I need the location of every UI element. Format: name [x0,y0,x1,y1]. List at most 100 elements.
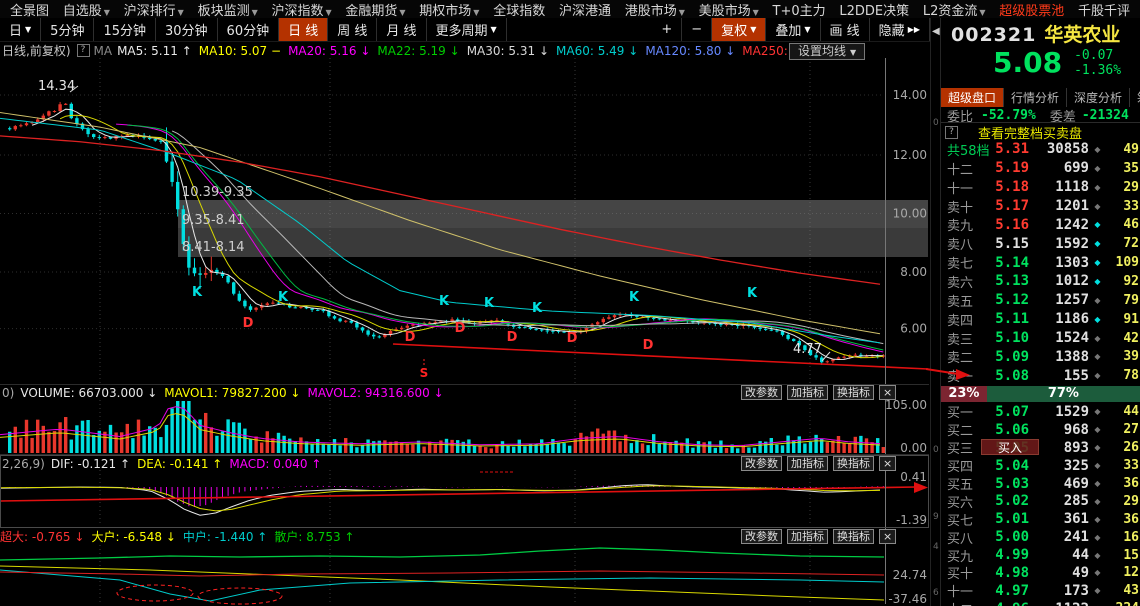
orderbook-row[interactable]: 买二 5.06 968 ◆ 27 [941,421,1140,440]
period-label: 日 线 [288,24,319,39]
pane-button[interactable]: 改参数 [741,456,782,471]
ma-settings-button[interactable]: 设置均线 ▼ [789,43,866,60]
top-menu-item[interactable]: 自选股 ▼ [63,0,110,19]
chart-tool-button[interactable]: + [652,18,683,41]
period-label: 更多周期 [435,24,488,39]
orderbook-row[interactable]: 卖二 5.09 1388 ◆ 39 [941,347,1140,367]
top-menu-item[interactable]: 沪深指数 ▼ [271,0,331,19]
orderbook-total-row: 共58档 5.31 30858 ◆ 49 [941,140,1140,159]
top-menu-item[interactable]: L2DDE决策 [839,0,909,19]
top-menu-item[interactable]: 期权市场 ▼ [419,0,479,19]
indicator-number: 8.753 [306,530,341,544]
top-menu-item[interactable]: 全球指数 [493,0,545,19]
period-button[interactable]: 更多周期 ▼ [427,18,507,41]
diamond-icon: ◆ [1094,333,1101,343]
orderbook-row[interactable]: 卖五 5.12 1257 ◆ 79 [941,291,1140,310]
orderbook-row[interactable]: 共58档 5.31 30858 ◆ 49 [941,140,1140,159]
weibi-row: 委比 -52.79% 委差 -21324 [941,106,1140,125]
pane-button[interactable]: 改参数 [741,385,782,400]
chart-tool-button[interactable]: 画 线 [821,18,870,41]
indicator-name: 中户: [182,530,211,544]
period-button[interactable]: 30分钟 [156,18,218,41]
level-label: 十一 [947,181,974,197]
top-menu-item[interactable]: 板块监测 ▼ [198,0,258,19]
top-menu-item[interactable]: 全景图 [10,0,49,19]
top-menu-item[interactable]: 沪深排行 ▼ [124,0,184,19]
orderbook-row[interactable]: 买六 5.02 285 ◆ 29 [941,492,1140,511]
period-button[interactable]: 周 线 [328,18,378,41]
indicator-name: MA20: [288,43,326,58]
level-label: 买四 [947,460,974,476]
top-menu-item[interactable]: T+0主力 [773,0,826,19]
orderbook-row[interactable]: 卖三 5.10 1524 ◆ 42 [941,329,1140,348]
orderbook-row[interactable]: 卖十 5.17 1201 ◆ 33 [941,197,1140,216]
pane-button[interactable]: 加指标 [787,529,828,544]
indicator-number: -0.765 [31,530,71,544]
orderbook-row[interactable]: 买一 5.07 1529 ◆ 44 [941,403,1140,422]
close-pane-button[interactable]: × [879,529,897,544]
close-pane-button[interactable]: × [879,385,897,400]
orderbook-row[interactable]: 卖八 5.15 1592 ◆ 72 [941,234,1140,254]
indicator-number: 5.49 [597,43,625,58]
orderbook-row[interactable]: 买七 5.01 361 ◆ 36 [941,510,1140,529]
period-label: 日 [9,24,23,39]
level-label: 卖八 [947,238,974,254]
period-button[interactable]: 60分钟 [218,18,280,41]
panel-tab[interactable]: 筹 [1129,88,1140,107]
orderbook-row[interactable]: 买九 4.99 44 ◆ 15 [941,546,1140,565]
level-price: 5.17 [995,198,1029,215]
buy-button[interactable]: 买入 [981,439,1039,455]
panel-tab[interactable]: 深度分析 [1066,88,1129,107]
period-button[interactable]: 月 线 [377,18,427,41]
top-menu-item[interactable]: 超级股票池 [999,0,1064,19]
top-menu-item[interactable]: 港股市场 ▼ [625,0,685,19]
panel-tab[interactable]: 超级盘口 [941,88,1004,107]
indicator-number: -1.440 [214,530,254,544]
orderbook-row[interactable]: 买五 5.03 469 ◆ 36 [941,475,1140,494]
pane-button[interactable]: 换指标 [833,456,874,471]
chart-tool-button[interactable]: 隐藏 ▶▶ [870,18,930,41]
orderbook-row[interactable]: 买三5.05893◆26 [941,439,1140,458]
level-extra: 36 [1123,511,1139,527]
trend-arrow-icon: ↑ [257,530,268,544]
period-button[interactable]: 日 线 [279,18,329,41]
orderbook-row[interactable]: 十一 4.97 173 ◆ 43 [941,582,1140,601]
pane-button[interactable]: 加指标 [787,385,828,400]
orderbook-row[interactable]: 十二 5.19 699 ◆ 35 [941,159,1140,178]
chart-tool-button[interactable]: 复权 ▼ [712,18,767,41]
chart-tool-button[interactable]: − [682,18,713,41]
top-menu-item[interactable]: L2资金流 ▼ [923,0,986,19]
top-menu-item[interactable]: 美股市场 ▼ [699,0,759,19]
top-menu-item[interactable]: 金融期货 ▼ [345,0,405,19]
orderbook-row[interactable]: 十二4.961122◆224 [941,600,1140,606]
level-extra: 46 [1123,217,1139,233]
orderbook-row[interactable]: 卖六 5.13 1012 ◆ 92 [941,272,1140,291]
close-pane-button[interactable]: × [879,456,897,471]
chart-tool-button[interactable]: 叠加 ▼ [766,18,821,41]
orderbook-row[interactable]: 十一 5.18 1118 ◆ 29 [941,178,1140,197]
top-menu-item[interactable]: 沪深港通 [559,0,611,19]
panel-tab[interactable]: 行情分析 [1003,88,1066,107]
view-full-orderbook-link[interactable]: ? 查看完整档买卖盘 [941,122,1140,142]
orderbook-row[interactable]: 买十 4.98 49 ◆ 12 [941,564,1140,583]
period-button[interactable]: 15分钟 [94,18,156,41]
pane-button[interactable]: 换指标 [833,385,874,400]
view-full-label: 查看完整档买卖盘 [978,126,1083,142]
pane-button[interactable]: 改参数 [741,529,782,544]
period-button[interactable]: 日 ▼ [0,18,42,41]
top-menu-item[interactable]: 千股千评 [1078,0,1130,19]
level-extra: 33 [1123,198,1139,214]
level-volume: 325 [1063,457,1089,474]
level-price: 5.31 [995,141,1029,158]
orderbook-row[interactable]: 卖七 5.14 1303 ◆ 109 [941,253,1140,273]
orderbook-row[interactable]: 买八 5.00 241 ◆ 16 [941,528,1140,547]
pane-button[interactable]: 换指标 [833,529,874,544]
collapse-left-icon[interactable]: ◀ [932,26,940,37]
orderbook-row[interactable]: 卖九 5.16 1242 ◆ 46 [941,216,1140,235]
level-price: 4.98 [995,564,1029,581]
orderbook-row[interactable]: 卖四 5.11 1186 ◆ 91 [941,310,1140,329]
pane-button[interactable]: 加指标 [787,456,828,471]
period-button[interactable]: 5分钟 [41,18,95,41]
orderbook-row[interactable]: 买四 5.04 325 ◆ 33 [941,457,1140,476]
